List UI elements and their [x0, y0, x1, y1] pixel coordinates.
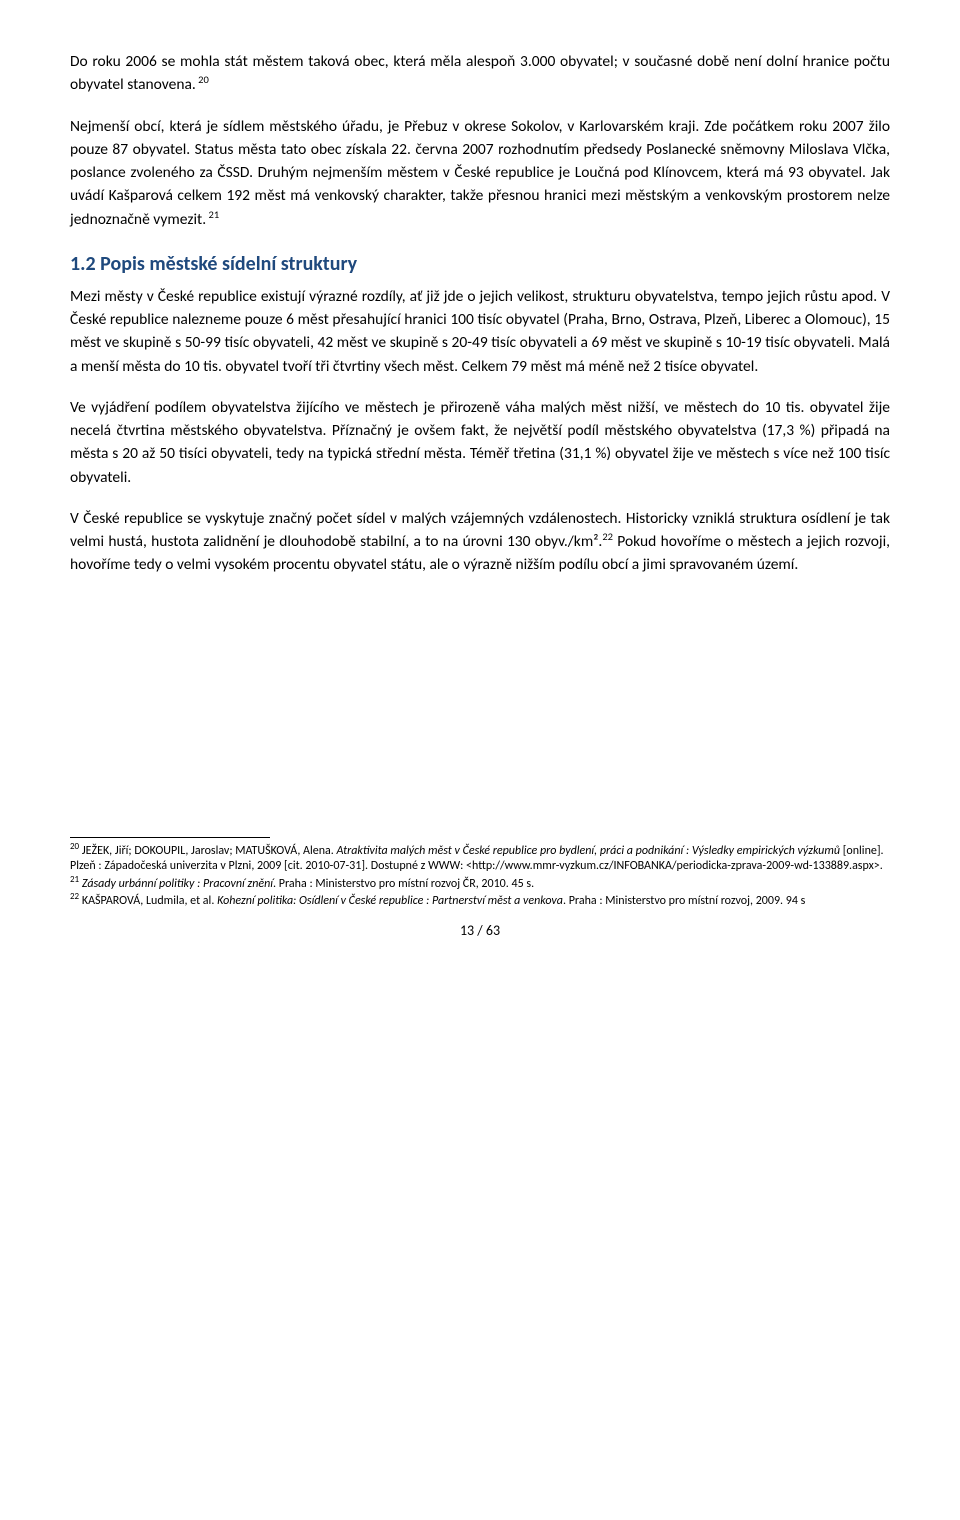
footnote-20: 20 JEŽEK, Jiří; DOKOUPIL, Jaroslav; MATU…	[70, 844, 890, 875]
footnote-22: 22 KAŠPAROVÁ, Ludmila, et al. Kohezní po…	[70, 894, 890, 910]
text: Do roku 2006 se mohla stát městem taková…	[70, 52, 890, 94]
footnote-number: 22	[70, 891, 79, 902]
paragraph-2: Nejmenší obcí, která je sídlem městského…	[70, 115, 890, 231]
footnote-21: 21 Zásady urbánní politiky : Pracovní zn…	[70, 877, 890, 893]
paragraph-1: Do roku 2006 se mohla stát městem taková…	[70, 50, 890, 97]
text-italic: Atraktivita malých měst v České republic…	[337, 844, 841, 858]
footnote-separator	[70, 837, 270, 838]
text: . Praha : Ministerstvo pro místní rozvoj…	[563, 894, 805, 908]
text: JEŽEK, Jiří; DOKOUPIL, Jaroslav; MATUŠKO…	[79, 844, 336, 858]
text: . Praha : Ministerstvo pro místní rozvoj…	[273, 877, 534, 891]
footnote-ref: 22	[602, 530, 613, 543]
paragraph-5: V České republice se vyskytuje značný po…	[70, 507, 890, 577]
text-italic: Zásady urbánní politiky : Pracovní znění	[79, 877, 273, 891]
text: KAŠPAROVÁ, Ludmila, et al.	[79, 894, 217, 908]
section-heading: 1.2 Popis městské sídelní struktury	[70, 249, 890, 279]
footnote-ref: 20	[196, 73, 209, 86]
text-italic: Kohezní politika: Osídlení v České repub…	[217, 894, 563, 908]
paragraph-4: Ve vyjádření podílem obyvatelstva žijící…	[70, 396, 890, 489]
footnote-ref: 21	[206, 207, 219, 220]
text: Nejmenší obcí, která je sídlem městského…	[70, 117, 890, 229]
footnote-number: 21	[70, 874, 79, 885]
page-number: 13 / 63	[70, 920, 890, 941]
paragraph-3: Mezi městy v České republice existují vý…	[70, 285, 890, 378]
footnote-number: 20	[70, 841, 79, 852]
